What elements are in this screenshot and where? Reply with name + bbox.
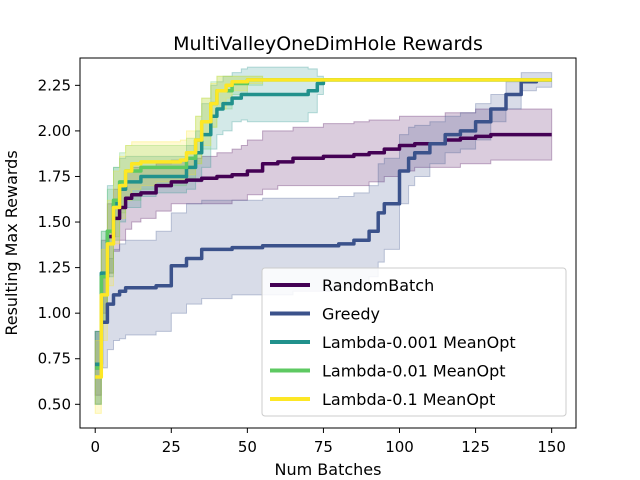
y-tick-label: 1.75	[38, 167, 71, 185]
series-lines	[95, 78, 552, 379]
confidence-bands	[94, 66, 553, 414]
y-tick-label: 2.25	[38, 76, 71, 94]
legend: RandomBatch Greedy Lambda-0.001 MeanOpt Lam…	[261, 267, 567, 417]
legend-label-4: Lambda-0.1 MeanOpt	[322, 390, 495, 409]
y-tick-label: 0.50	[38, 395, 71, 413]
line-series-4	[95, 78, 552, 379]
chart-title: MultiValleyOneDimHole Rewards	[173, 33, 483, 55]
legend-label-2: Lambda-0.001 MeanOpt	[322, 333, 516, 352]
legend-label-3: Lambda-0.01 MeanOpt	[322, 362, 506, 381]
plot-frame	[79, 57, 577, 429]
x-tick-label: 75	[314, 438, 333, 456]
band-series-1	[94, 72, 553, 405]
y-tick-label: 1.25	[38, 259, 71, 277]
x-tick-label: 50	[238, 438, 257, 456]
y-axis-label: Resulting Max Rewards	[2, 150, 21, 335]
legend-label-0: RandomBatch	[322, 276, 434, 295]
x-axis-label: Num Batches	[275, 460, 382, 479]
x-tick-label: 100	[385, 438, 414, 456]
x-tick-label: 125	[461, 438, 490, 456]
y-tick-label: 1.50	[38, 213, 71, 231]
y-tick-label: 0.75	[38, 350, 71, 368]
x-tick-label: 0	[90, 438, 100, 456]
y-tick-label: 2.00	[38, 122, 71, 140]
line-series-1	[95, 78, 552, 370]
y-axis-ticks: 0.50 0.75 1.00 1.25 1.50 1.75 2.00 2.25	[38, 76, 80, 413]
x-tick-label: 150	[537, 438, 566, 456]
legend-box	[261, 267, 567, 417]
y-tick-label: 1.00	[38, 304, 71, 322]
x-tick-label: 25	[162, 438, 181, 456]
x-axis-ticks: 0 25 50 75 100 125 150	[90, 428, 566, 456]
legend-label-1: Greedy	[322, 305, 380, 324]
